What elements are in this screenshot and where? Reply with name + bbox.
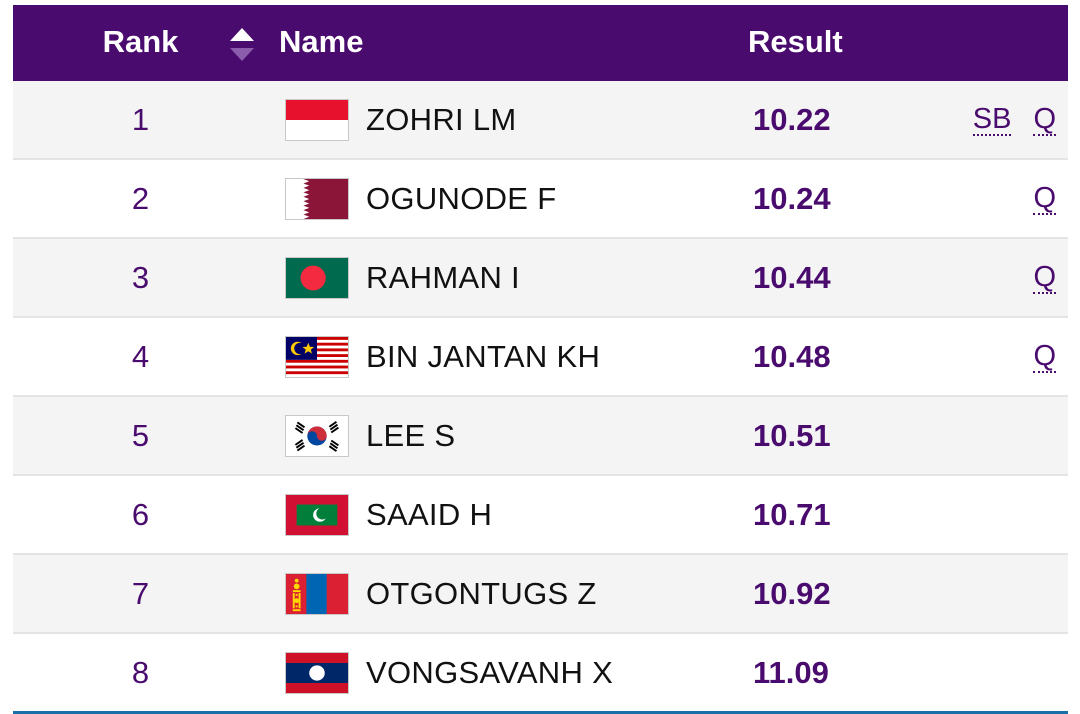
laos-flag-icon [285,652,349,694]
athlete-name[interactable]: SAAID H [366,497,493,532]
result-cell: 10.44 [753,260,831,295]
table-header: Rank Name Result [13,5,1068,81]
result-cell: 10.92 [753,576,831,611]
rank-cell: 4 [131,339,150,374]
name-column-header[interactable]: Name [279,24,364,59]
table-row[interactable]: 5 [13,397,1068,476]
result-cell: 10.71 [753,497,831,532]
athlete-name[interactable]: BIN JANTAN KH [366,339,601,374]
qualification-marks: Q [1011,160,1056,237]
season-best-mark[interactable]: SB [972,103,1012,136]
sort-icon[interactable] [230,28,254,62]
result-cell: 11.09 [753,655,829,690]
rank-cell: 1 [131,102,150,137]
athlete-name[interactable]: OGUNODE F [366,181,557,216]
athlete-name[interactable]: RAHMAN I [366,260,520,295]
rank-cell: 8 [131,655,150,690]
rank-column-header[interactable]: Rank [102,24,179,59]
rank-cell: 3 [131,260,150,295]
rank-cell: 2 [131,181,150,216]
qualified-mark[interactable]: Q [1033,103,1056,136]
athlete-name[interactable]: VONGSAVANH X [366,655,614,690]
bangladesh-flag-icon [285,257,349,299]
table-row[interactable]: 6 SAAID H 10.71 [13,476,1068,555]
qualified-mark[interactable]: Q [1033,261,1056,294]
result-cell: 10.22 [753,102,831,137]
result-cell: 10.51 [753,418,831,453]
result-cell: 10.24 [753,181,831,216]
table-row[interactable]: 2 OGUNODE F 10.24 Q [13,160,1068,239]
athlete-name[interactable]: ZOHRI LM [366,102,517,137]
mongolia-flag-icon [285,573,349,615]
rank-cell: 7 [131,576,150,611]
qualification-marks: Q [1011,318,1056,395]
qualification-marks: Q [1011,239,1056,316]
results-table: Rank Name Result 1 ZOHRI LM 10.22 SB Q 2 … [13,5,1068,714]
rank-cell: 6 [131,497,150,532]
table-row[interactable]: 4 BIN JANTAN KH 10.48 Q [13,318,1068,397]
south-korea-flag-icon [285,415,349,457]
malaysia-flag-icon [285,336,349,378]
table-row[interactable]: 1 ZOHRI LM 10.22 SB Q [13,81,1068,160]
qualified-mark[interactable]: Q [1033,340,1056,373]
qualification-marks: SB Q [951,81,1056,158]
athlete-name[interactable]: OTGONTUGS Z [366,576,597,611]
result-column-header[interactable]: Result [748,24,843,59]
table-row[interactable]: 7 OTGONTUGS Z 10.92 [13,555,1068,634]
result-cell: 10.48 [753,339,831,374]
qualified-mark[interactable]: Q [1033,182,1056,215]
rank-cell: 5 [131,418,150,453]
indonesia-flag-icon [285,99,349,141]
table-row[interactable]: 8 VONGSAVANH X 11.09 [13,634,1068,714]
qatar-flag-icon [285,178,349,220]
maldives-flag-icon [285,494,349,536]
table-row[interactable]: 3 RAHMAN I 10.44 Q [13,239,1068,318]
athlete-name[interactable]: LEE S [366,418,456,453]
